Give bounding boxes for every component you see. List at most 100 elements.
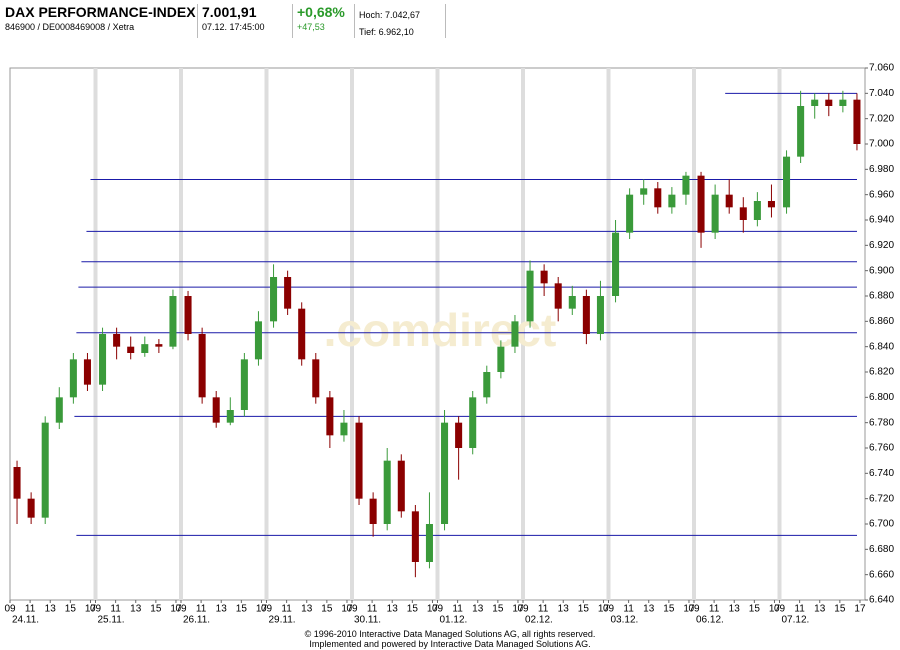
x-tick-label: 13 [472,604,484,615]
candle-body [155,344,163,347]
range-box: Hoch: 7.042,67 Tief: 6.962,10 [359,9,420,39]
x-tick-label: 13 [301,604,313,615]
candle-body [212,397,220,423]
candle-body [825,99,833,106]
candle-body [383,460,391,524]
day-separator [179,68,183,600]
x-tick-label: 13 [558,604,570,615]
candle-body [369,498,377,524]
x-tick-label: 15 [663,604,675,615]
title: DAX PERFORMANCE-INDEX [5,4,196,20]
candle-body [240,359,248,410]
y-tick-label: 6.940 [869,215,894,226]
x-tick-label: 13 [45,604,57,615]
day-separator [93,68,98,600]
separator [292,4,293,38]
day-label: 30.11. [354,615,381,626]
x-tick-label: 11 [623,604,634,615]
y-tick-label: 6.660 [869,569,894,580]
x-tick-label: 11 [110,604,121,615]
day-separator [521,68,525,600]
candle-body [568,296,576,309]
candle-body [270,277,278,322]
candle-body [668,194,676,208]
y-tick-label: 7.020 [869,113,894,124]
x-tick-label: 15 [578,604,590,615]
candle-body [355,422,363,499]
x-tick-label: 15 [492,604,504,615]
x-tick-label: 15 [834,604,846,615]
x-tick-label: 11 [794,604,805,615]
candle-body [626,194,634,233]
x-tick-label: 09 [688,604,700,615]
candle-body [783,156,791,208]
x-tick-label: 17 [512,604,524,615]
candle-body [511,321,519,347]
candle-body [739,207,747,220]
change-abs: +47,53 [297,22,325,32]
x-tick-label: 15 [407,604,419,615]
chart: 24.11. 25.11. 26.11. 29.11. 30.11. 01.12. 02.1… [4,63,894,626]
day-separator [435,68,440,600]
y-tick-label: 6.760 [869,443,894,454]
x-tick-label: 17 [427,604,439,615]
candle-body [697,175,705,233]
candle-body [497,346,505,372]
candle-body [113,334,121,347]
separator [197,4,198,38]
candle-body [184,296,192,334]
x-tick-label: 09 [432,604,444,615]
candle-body [340,422,348,436]
candle-body [141,344,149,353]
x-tick-label: 13 [130,604,142,615]
y-tick-label: 6.800 [869,392,894,403]
candle-body [312,359,320,398]
day-label: 02.12. [525,615,553,626]
x-tick-label: 11 [281,604,292,615]
x-tick-label: 15 [150,604,162,615]
x-tick-label: 15 [236,604,248,615]
candle-body [226,410,234,423]
candle-body [582,296,590,334]
day-label: 24.11. [12,615,39,626]
candle-body [41,422,49,518]
y-tick-label: 6.640 [869,595,894,606]
x-tick-label: 11 [452,604,463,615]
watermark: .comdirect [324,304,557,356]
x-tick-label: 09 [4,604,16,615]
copyright: © 1996-2010 Interactive Data Managed Sol… [304,629,596,639]
candle-body [455,422,463,448]
y-tick-label: 6.860 [869,316,894,327]
x-tick-label: 09 [90,604,102,615]
y-tick-label: 6.980 [869,164,894,175]
day-label: 03.12. [611,615,639,626]
x-tick-label: 11 [196,604,207,615]
candle-body [469,397,477,448]
candle-body [83,359,91,385]
day-separator [606,68,611,600]
day-label: 25.11. [98,615,125,626]
x-tick-label: 17 [341,604,353,615]
candle-body [127,346,135,353]
x-tick-label: 09 [261,604,273,615]
candle-body [811,99,819,106]
x-tick-label: 15 [321,604,333,615]
candle-body [797,106,805,157]
y-tick-label: 7.000 [869,139,894,150]
x-tick-label: 17 [85,604,97,615]
day-separator [264,68,269,600]
x-tick-label: 09 [346,604,358,615]
candle-body [526,270,534,322]
day-separator [777,68,782,600]
candle-body [483,372,491,398]
candle-body [69,359,77,398]
x-tick-label: 09 [603,604,615,615]
candle-body [397,460,405,512]
candle-body [540,270,548,284]
day-label: 26.11. [183,615,210,626]
y-tick-label: 6.880 [869,291,894,302]
y-tick-label: 6.920 [869,240,894,251]
change-box: +0,68% +47,53 [297,4,345,34]
x-tick-label: 11 [367,604,378,615]
x-tick-label: 17 [683,604,695,615]
